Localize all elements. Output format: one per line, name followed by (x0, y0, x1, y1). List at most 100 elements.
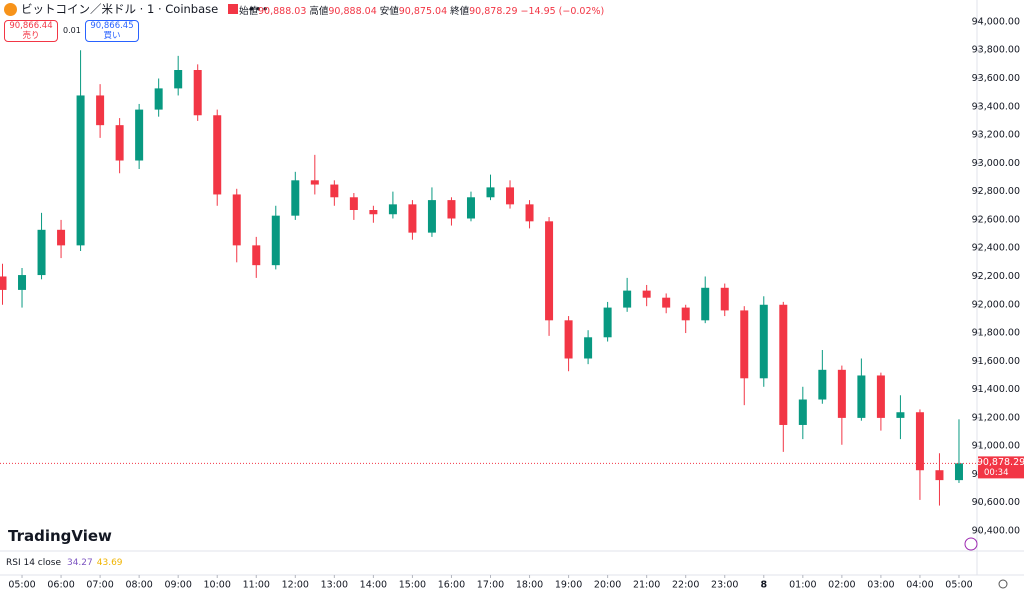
x-tick-label: 05:00 (945, 580, 972, 591)
last-price-badge (978, 456, 1024, 479)
candle-body (232, 194, 241, 246)
ohlc-value: 90,888.03 (258, 6, 307, 17)
y-tick-label: 90,600.00 (972, 497, 1020, 508)
candle-body (876, 375, 885, 418)
indicator-name[interactable]: RSI 14 close (6, 558, 61, 568)
candle-body (447, 200, 456, 219)
y-tick-label: 91,800.00 (972, 328, 1020, 339)
candle-body (779, 304, 788, 425)
candle-body (427, 200, 436, 233)
x-tick-label: 07:00 (86, 580, 113, 591)
y-tick-label: 93,600.00 (972, 73, 1020, 84)
candle-body (662, 297, 671, 308)
y-tick-label: 92,600.00 (972, 214, 1020, 225)
candle-body (935, 470, 944, 481)
candle-body (271, 215, 280, 266)
candle-body (759, 304, 768, 379)
candle-body (76, 95, 85, 246)
ohlc-value: 90,875.04 (398, 6, 448, 17)
x-tick-label: 17:00 (477, 580, 504, 591)
candle-body (330, 184, 339, 198)
candle-body (818, 369, 827, 400)
candle-body (388, 204, 397, 215)
candle-body (369, 210, 378, 215)
y-tick-label: 91,000.00 (972, 441, 1020, 452)
buy-button[interactable]: 90,866.45 買い (85, 20, 139, 42)
candle-body (174, 70, 183, 89)
y-tick-label: 93,800.00 (972, 45, 1020, 56)
y-tick-label: 90,400.00 (972, 526, 1020, 537)
coin-icon (4, 2, 17, 16)
x-tick-label: 21:00 (633, 580, 660, 591)
spread: 0.01 (63, 26, 81, 35)
x-tick-label: 09:00 (164, 580, 191, 591)
candle-body (486, 187, 495, 198)
x-tick-label: 01:00 (789, 580, 816, 591)
ohlc-label: 高値 (309, 6, 329, 17)
y-tick-label: 92,000.00 (972, 299, 1020, 310)
candle-body (213, 115, 222, 195)
ohlc-label: 終値 (450, 6, 470, 17)
candle-body (252, 245, 261, 266)
x-tick-label: 05:00 (8, 580, 35, 591)
candle-body (681, 307, 690, 321)
candle-body (96, 95, 105, 126)
x-tick-label: 12:00 (282, 580, 309, 591)
candles (0, 50, 963, 506)
candle-body (857, 375, 866, 418)
candle-body (896, 412, 905, 418)
candle-body (798, 399, 807, 425)
candle-body (584, 337, 593, 359)
candle-body (115, 125, 124, 161)
candle-body (623, 290, 632, 308)
symbol-title[interactable]: ビットコイン／米ドル · 1 · Coinbase (21, 2, 219, 16)
x-tick-label: 14:00 (360, 580, 387, 591)
y-tick-label: 93,400.00 (972, 101, 1020, 112)
candle-body (57, 229, 66, 246)
ohlc-legend: 始値90,888.03 高値90,888.04 安値90,875.04 終値90,87… (239, 3, 607, 17)
candle-body (603, 307, 612, 338)
flag-icon[interactable] (228, 4, 239, 14)
y-tick-label: 93,000.00 (972, 158, 1020, 169)
x-tick-label: 20:00 (594, 580, 621, 591)
candle-body (135, 109, 144, 161)
candle-body (18, 275, 27, 290)
sell-label[interactable]: 売り (22, 31, 40, 41)
candle-body (915, 412, 924, 471)
x-tick-label: 03:00 (867, 580, 894, 591)
sell-button[interactable]: 90,866.44 売り (4, 20, 58, 42)
candle-body (701, 287, 710, 321)
last-price-label: 90,878.29 (977, 457, 1024, 468)
candle-body (310, 180, 319, 185)
indicator-value: 34.27 (66, 558, 93, 568)
ohlc-value: 90,878.29 (469, 6, 518, 17)
x-tick-label: 06:00 (47, 580, 74, 591)
settings-icon[interactable] (998, 579, 1008, 589)
indicator-value: 43.69 (96, 558, 123, 568)
x-tick-label: 10:00 (204, 580, 231, 591)
candle-body (37, 229, 46, 276)
sell-price[interactable]: 90,866.44 (9, 21, 53, 31)
candle-body (349, 197, 358, 211)
candle-body (740, 310, 749, 379)
candle-body (837, 369, 846, 418)
x-tick-label: 23:00 (711, 580, 738, 591)
brand-logo[interactable]: TradingView (8, 527, 112, 545)
buy-price[interactable]: 90,866.45 (90, 21, 134, 31)
lightning-icon[interactable] (964, 537, 978, 551)
x-tick-label: 11:00 (243, 580, 270, 591)
x-tick-label: 8 (760, 580, 767, 591)
candle-body (466, 197, 475, 219)
candle-body (193, 70, 202, 116)
ohlc-label: 安値 (379, 6, 399, 17)
candle-body (0, 276, 7, 290)
y-tick-label: 92,400.00 (972, 243, 1020, 254)
buy-label[interactable]: 買い (103, 31, 121, 41)
y-tick-label: 92,200.00 (972, 271, 1020, 282)
candle-body (291, 180, 300, 216)
x-tick-label: 16:00 (438, 580, 465, 591)
more-menu[interactable]: ••• (248, 2, 269, 16)
